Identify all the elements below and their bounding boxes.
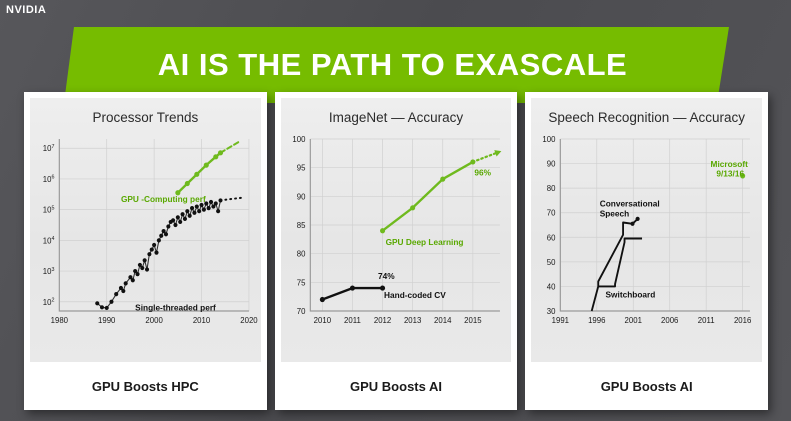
data-point [409, 205, 415, 211]
chart-annotation: GPU Deep Learning [385, 237, 463, 247]
chart-annotation: 96% [474, 168, 491, 178]
data-point [184, 180, 190, 187]
y-tick-label: 75 [296, 278, 305, 287]
data-point [349, 285, 355, 291]
x-tick-label: 1990 [98, 316, 116, 325]
data-point [439, 176, 445, 182]
x-tick-label: 2015 [464, 316, 482, 325]
axis-lines [560, 139, 751, 312]
y-tick-label: 60 [547, 233, 556, 242]
y-tick-label: 105 [43, 205, 55, 214]
chart-panel-row: Processor Trends 102 103 104 105 106 107 1980 1… [24, 92, 769, 410]
y-tick-label: 102 [43, 298, 55, 307]
x-tick-label: 2016 [734, 316, 752, 325]
chart-annotation: Microsoft [711, 159, 749, 169]
panel-title-2: ImageNet — Accuracy [328, 110, 464, 125]
x-tick-label: 2010 [193, 316, 211, 325]
panel-imagenet-accuracy: ImageNet — Accuracy 70 75 80 85 90 95 100 2010 2… [274, 92, 518, 410]
page-title: AI IS THE PATH TO EXASCALE [157, 47, 628, 82]
chart-annotation: Conversational [600, 198, 660, 208]
arrowhead-icon [493, 150, 502, 157]
x-tick-label: 2006 [661, 316, 679, 325]
panel-plot-area-2: ImageNet — Accuracy 70 75 80 85 90 95 100 2010 2… [280, 98, 512, 362]
data-point [175, 190, 181, 196]
series-line [598, 237, 643, 288]
x-tick-label: 1980 [51, 316, 69, 325]
panel-processor-trends: Processor Trends 102 103 104 105 106 107 1980 1… [24, 92, 267, 410]
y-tick-label: 70 [296, 307, 305, 316]
data-point [379, 228, 385, 234]
data-point [635, 216, 641, 221]
y-tick-label: 40 [547, 282, 556, 291]
axis-lines [309, 139, 500, 312]
data-point [203, 162, 209, 168]
data-point [740, 173, 746, 179]
data-point [379, 285, 385, 291]
nvidia-logo: NVIDIA [6, 4, 47, 16]
chart-imagenet-accuracy: 70 75 80 85 90 95 100 2010 2011 2012 2013 2014 2015 G… [281, 127, 512, 333]
chart-annotation: 74% [378, 271, 395, 281]
series-trend-line [96, 200, 222, 309]
panel-caption-3: GPU Boosts AI [531, 362, 763, 410]
panel-plot-area-1: Processor Trends 102 103 104 105 106 107 1980 1… [30, 98, 261, 362]
x-tick-label: 2020 [240, 316, 258, 325]
panel-caption-2: GPU Boosts AI [280, 362, 512, 410]
x-tick-label: 2000 [145, 316, 163, 325]
chart-annotation: Single-threaded perf [135, 302, 216, 312]
y-tick-label: 107 [43, 144, 55, 153]
y-tick-label: 95 [296, 164, 305, 173]
panel-speech-recognition-accuracy: Speech Recognition — Accuracy 30 40 50 60 70… [525, 92, 769, 410]
x-tick-label: 2011 [698, 316, 715, 325]
y-tick-label: 30 [547, 307, 556, 316]
x-tick-label: 2013 [404, 316, 422, 325]
y-tick-label: 106 [43, 175, 55, 184]
panel-title-3: Speech Recognition — Accuracy [548, 110, 745, 125]
y-tick-label: 80 [547, 184, 556, 193]
y-tick-label: 50 [547, 258, 556, 267]
y-tick-label: 80 [296, 250, 305, 259]
panel-plot-area-3: Speech Recognition — Accuracy 30 40 50 60 70… [531, 98, 763, 362]
y-tick-label: 100 [292, 135, 306, 144]
axis-lines [58, 139, 249, 312]
series-projection-dashed [219, 140, 241, 154]
data-point [194, 171, 200, 177]
x-tick-label: 2011 [344, 316, 361, 325]
y-tick-label: 85 [296, 221, 305, 230]
y-tick-label: 70 [547, 209, 556, 218]
y-tick-label: 103 [43, 267, 55, 276]
chart-annotation: Switchboard [606, 289, 656, 299]
chart-annotation: Speech [600, 208, 630, 218]
chart-annotation: GPU -Computing perf [121, 194, 206, 204]
data-point [213, 154, 219, 160]
data-point [630, 221, 635, 226]
series-line [381, 160, 474, 232]
series-projection-dotted [219, 196, 246, 202]
chart-speech-recognition: 30 40 50 60 70 80 90 100 1991 1996 2001 2006 2011 201… [531, 127, 762, 333]
panel-title-1: Processor Trends [92, 110, 199, 125]
y-tick-label: 104 [43, 236, 55, 245]
x-tick-label: 2001 [625, 316, 643, 325]
y-tick-label: 90 [547, 159, 556, 168]
series-projection-dotted [471, 152, 497, 163]
title-banner: AI IS THE PATH TO EXASCALE [64, 27, 729, 103]
chart-annotation: 9/13/16 [717, 168, 745, 178]
data-point [319, 296, 325, 303]
chart-processor-trends: 102 103 104 105 106 107 1980 1990 2000 2010 2020 GP… [30, 127, 261, 333]
series-line [176, 151, 222, 194]
x-tick-label: 2010 [313, 316, 331, 325]
panel-caption-1: GPU Boosts HPC [30, 362, 261, 410]
x-tick-label: 2012 [374, 316, 391, 325]
x-tick-label: 1991 [552, 316, 570, 325]
y-tick-label: 100 [543, 135, 557, 144]
y-tick-label: 90 [296, 192, 305, 201]
x-tick-label: 1996 [588, 316, 606, 325]
x-tick-label: 2014 [434, 316, 452, 325]
chart-annotation: Hand-coded CV [384, 290, 446, 300]
